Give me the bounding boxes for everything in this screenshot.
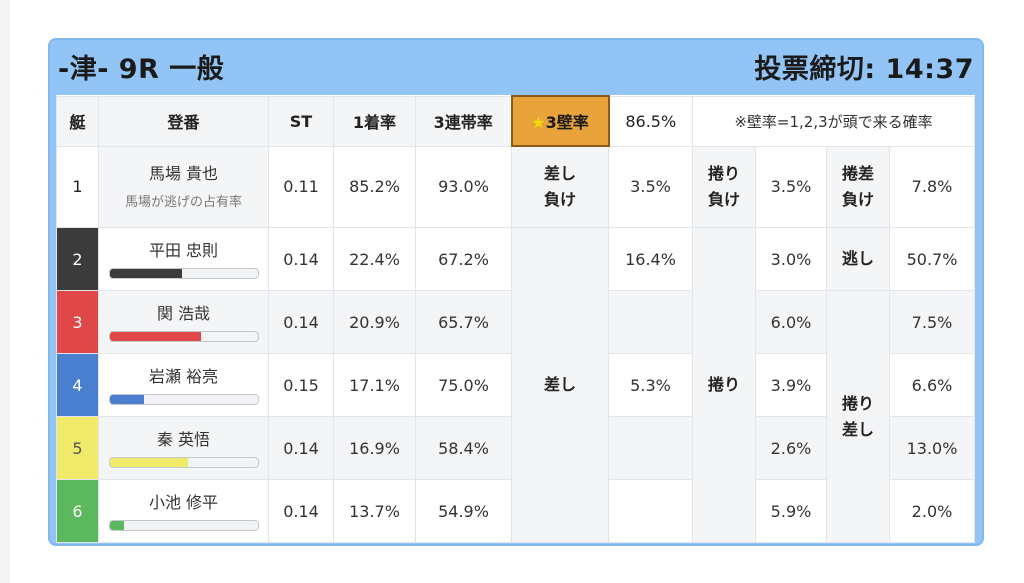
lane-number: 4 <box>56 353 99 417</box>
racer-cell: 秦 英悟 <box>98 416 269 480</box>
lane-number: 3 <box>56 290 99 354</box>
lane-number: 2 <box>56 227 99 291</box>
table-row: 1 馬場 貴也 馬場が逃げの占有率 0.11 85.2% 93.0% 差し 負け… <box>56 145 975 228</box>
racer-cell: 馬場 貴也 馬場が逃げの占有率 <box>98 145 269 228</box>
makuri-value: 3.0% <box>755 227 827 291</box>
col-lane: 艇 <box>56 95 99 147</box>
racer-name: 岩瀬 裕亮 <box>148 366 219 386</box>
sashi-make-label: 差し 負け <box>511 145 609 228</box>
makuri-label: 捲り <box>692 227 756 543</box>
lane-number: 1 <box>56 145 99 228</box>
sashi-value <box>608 290 693 354</box>
st-value: 0.11 <box>268 145 334 228</box>
win-rate: 13.7% <box>333 479 416 543</box>
header-row: 艇 登番 ST 1着率 3連帯率 ★3壁率 86.5% ※壁率=1,2,3が頭で… <box>56 95 975 147</box>
rate-bar-fill <box>109 394 144 404</box>
rate-bar <box>108 519 259 531</box>
racer-name: 馬場 貴也 <box>148 164 219 184</box>
lane-number: 5 <box>56 416 99 480</box>
racer-name: 秦 英悟 <box>156 429 211 449</box>
makurisashi-value: 2.0% <box>889 479 975 543</box>
win-rate: 17.1% <box>333 353 416 417</box>
table-row: 4 岩瀬 裕亮 0.15 17.1% 75.0% 5.3% 3.9% 6.6% <box>56 353 975 417</box>
st-value: 0.14 <box>268 416 334 480</box>
st-value: 0.15 <box>268 353 334 417</box>
top3-rate: 54.9% <box>415 479 512 543</box>
table-row: 6 小池 修平 0.14 13.7% 54.9% 5.9% 2.0% <box>56 479 975 543</box>
racer-name: 小池 修平 <box>148 492 219 512</box>
rate-bar <box>108 393 259 405</box>
col-racer: 登番 <box>98 95 269 147</box>
col-top3-rate: 3連帯率 <box>415 95 512 147</box>
racer-name: 平田 忠則 <box>148 240 219 260</box>
racer-cell: 関 浩哉 <box>98 290 269 354</box>
st-value: 0.14 <box>268 290 334 354</box>
st-value: 0.14 <box>268 227 334 291</box>
wall-rate-value: 86.5% <box>608 95 693 147</box>
rate-bar-fill <box>109 520 125 530</box>
makurisashi-value: 13.0% <box>889 416 975 480</box>
top3-rate: 58.4% <box>415 416 512 480</box>
col-wall-rate[interactable]: ★3壁率 <box>510 95 610 147</box>
rate-bar <box>108 456 259 468</box>
top3-rate: 93.0% <box>415 145 512 228</box>
makuri-value: 5.9% <box>755 479 827 543</box>
race-title: -津- 9R 一般 <box>58 54 225 85</box>
makuri-value: 6.0% <box>755 290 827 354</box>
win-rate: 16.9% <box>333 416 416 480</box>
star-icon: ★ <box>531 113 546 132</box>
wall-label: 3壁率 <box>545 113 589 132</box>
rate-bar-fill <box>109 457 188 467</box>
prediction-table: 艇 登番 ST 1着率 3連帯率 ★3壁率 86.5% ※壁率=1,2,3が頭で… <box>56 95 975 543</box>
makuri-value: 2.6% <box>755 416 827 480</box>
makurisashi-value: 7.5% <box>889 290 975 354</box>
rate-bar-fill <box>109 331 202 341</box>
makuri-make-label: 捲り 負け <box>692 145 756 228</box>
nige-label: 逃し <box>826 227 890 291</box>
table-row: 2 平田 忠則 0.14 22.4% 67.2% 差し 16.4% 捲り 3.0… <box>56 227 975 543</box>
rate-bar-fill <box>109 268 183 278</box>
col-win-rate: 1着率 <box>333 95 416 147</box>
sashi-value: 5.3% <box>608 353 693 417</box>
racer-name: 関 浩哉 <box>156 303 211 323</box>
st-value: 0.14 <box>268 479 334 543</box>
rate-bar <box>108 267 259 279</box>
makuri-value: 3.9% <box>755 353 827 417</box>
rate-bar <box>108 330 259 342</box>
sashi-label: 差し <box>511 227 609 543</box>
table-row: 5 秦 英悟 0.14 16.9% 58.4% 2.6% 13.0% <box>56 416 975 480</box>
table-row: 3 関 浩哉 0.14 20.9% 65.7% 6.0% 捲り 差し 7.5% <box>56 290 975 543</box>
lane-number: 6 <box>56 479 99 543</box>
racer-cell: 平田 忠則 <box>98 227 269 291</box>
win-rate: 85.2% <box>333 145 416 228</box>
deadline-label: 投票締切: 14:37 <box>754 54 974 85</box>
sashi-value <box>608 416 693 480</box>
racer-cell: 岩瀬 裕亮 <box>98 353 269 417</box>
makuri-make-value: 3.5% <box>755 145 827 228</box>
top3-rate: 65.7% <box>415 290 512 354</box>
makurisashi-label: 捲り 差し <box>826 290 890 543</box>
page-left-strip <box>0 0 10 583</box>
col-st: ST <box>268 95 334 147</box>
makurisashi-make-label: 捲差 負け <box>826 145 890 228</box>
racer-cell: 小池 修平 <box>98 479 269 543</box>
top3-rate: 75.0% <box>415 353 512 417</box>
nige-value: 50.7% <box>889 227 975 291</box>
win-rate: 22.4% <box>333 227 416 291</box>
sashi-value: 16.4% <box>608 227 693 291</box>
sashi-make-value: 3.5% <box>608 145 693 228</box>
wall-note: ※壁率=1,2,3が頭で来る確率 <box>692 95 975 147</box>
top3-rate: 67.2% <box>415 227 512 291</box>
race-card: -津- 9R 一般 投票締切: 14:37 艇 登番 ST 1着率 3連帯率 ★… <box>48 38 984 546</box>
makurisashi-value: 6.6% <box>889 353 975 417</box>
makurisashi-make-value: 7.8% <box>889 145 975 228</box>
sashi-value <box>608 479 693 543</box>
racer-note: 馬場が逃げの占有率 <box>124 195 242 211</box>
win-rate: 20.9% <box>333 290 416 354</box>
